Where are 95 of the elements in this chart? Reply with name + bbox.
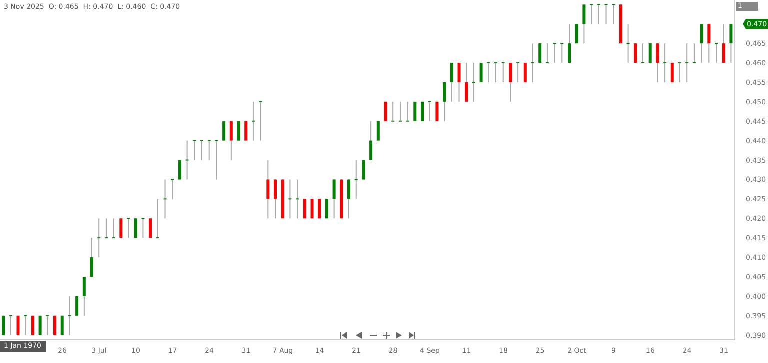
candlestick xyxy=(126,218,131,239)
candlestick xyxy=(185,140,190,180)
candlestick xyxy=(685,43,690,83)
candlestick xyxy=(24,315,28,336)
candlestick xyxy=(325,198,328,220)
candlestick xyxy=(348,179,351,220)
candlestick xyxy=(524,63,527,82)
candlestick xyxy=(414,101,417,122)
candlestick xyxy=(60,315,64,336)
candlestick xyxy=(120,218,123,239)
candlestick xyxy=(332,179,336,220)
candlestick xyxy=(730,24,733,64)
candlestick xyxy=(604,4,608,25)
candlestick xyxy=(370,120,373,161)
candlestick xyxy=(303,198,306,220)
candlestick xyxy=(288,179,292,220)
candlestick xyxy=(596,4,601,25)
candlestick xyxy=(354,160,358,200)
candlestick xyxy=(8,315,13,336)
candlestick xyxy=(214,140,219,180)
candlestick xyxy=(31,315,34,336)
candlestick xyxy=(428,101,432,122)
candlestick xyxy=(318,198,322,220)
candlestick xyxy=(237,120,240,142)
candlestick xyxy=(274,179,278,220)
candlestick xyxy=(458,62,461,102)
candlestick xyxy=(398,101,402,122)
candlestick xyxy=(156,198,160,239)
candlestick xyxy=(714,43,719,64)
candlestick xyxy=(310,198,314,220)
candlestick xyxy=(516,62,520,83)
candlestick xyxy=(170,179,175,200)
candlestick xyxy=(251,101,256,142)
candlestick xyxy=(90,238,94,278)
candlestick xyxy=(38,315,42,336)
candlestick xyxy=(501,62,506,83)
candlestick xyxy=(16,315,20,336)
candlestick xyxy=(582,4,586,44)
candlestick xyxy=(112,218,116,239)
candlestick xyxy=(207,140,212,161)
candlestick xyxy=(626,24,630,64)
candlestick xyxy=(472,62,476,102)
candlestick xyxy=(450,62,454,102)
candlestick xyxy=(200,140,204,161)
candlestick xyxy=(656,43,660,83)
candlestick xyxy=(104,218,108,239)
candlestick xyxy=(612,4,616,25)
candlestick xyxy=(141,218,146,239)
candlestick xyxy=(494,62,498,83)
candlestick xyxy=(552,43,557,64)
candlestick xyxy=(266,160,270,220)
candlestick xyxy=(134,218,138,239)
candlestick xyxy=(722,24,726,64)
candlestick xyxy=(421,101,424,122)
candlestick xyxy=(222,120,226,142)
candlestick xyxy=(641,43,646,64)
candlestick xyxy=(663,43,668,83)
candlestick xyxy=(244,120,248,142)
candlestick xyxy=(678,62,682,83)
candlestick xyxy=(545,43,550,64)
candlestick xyxy=(192,140,197,161)
candlestick xyxy=(2,315,6,336)
candlestick xyxy=(692,43,696,64)
candlestick xyxy=(258,101,263,142)
candlestick xyxy=(436,101,439,122)
candlestick xyxy=(296,179,300,220)
candlestick xyxy=(648,43,652,64)
candlestick xyxy=(486,62,491,83)
candlestick xyxy=(700,24,704,64)
candlestick xyxy=(163,179,168,220)
candlestick xyxy=(149,218,152,239)
candlestick xyxy=(530,43,535,83)
candlestick xyxy=(68,296,72,336)
candlestick xyxy=(634,43,638,64)
candlestick xyxy=(391,101,396,122)
candlestick xyxy=(443,82,446,122)
candlestick xyxy=(670,63,674,82)
candlestick xyxy=(376,120,380,142)
candlestick xyxy=(82,276,86,316)
candlestick xyxy=(230,120,233,161)
candlestick xyxy=(560,43,564,64)
candlestick xyxy=(46,315,50,336)
candlestick xyxy=(568,24,572,64)
candlestick xyxy=(97,218,102,258)
candlestick xyxy=(465,62,468,102)
candlestick xyxy=(406,101,410,122)
candlestick xyxy=(384,101,388,122)
candlestick xyxy=(54,315,57,336)
candlestick xyxy=(575,24,578,44)
candlestick xyxy=(708,24,711,64)
candlestick xyxy=(509,62,512,102)
candlestick xyxy=(538,43,542,64)
candlestick xyxy=(590,4,594,25)
candlestick xyxy=(480,63,483,82)
candlestick xyxy=(76,296,79,316)
